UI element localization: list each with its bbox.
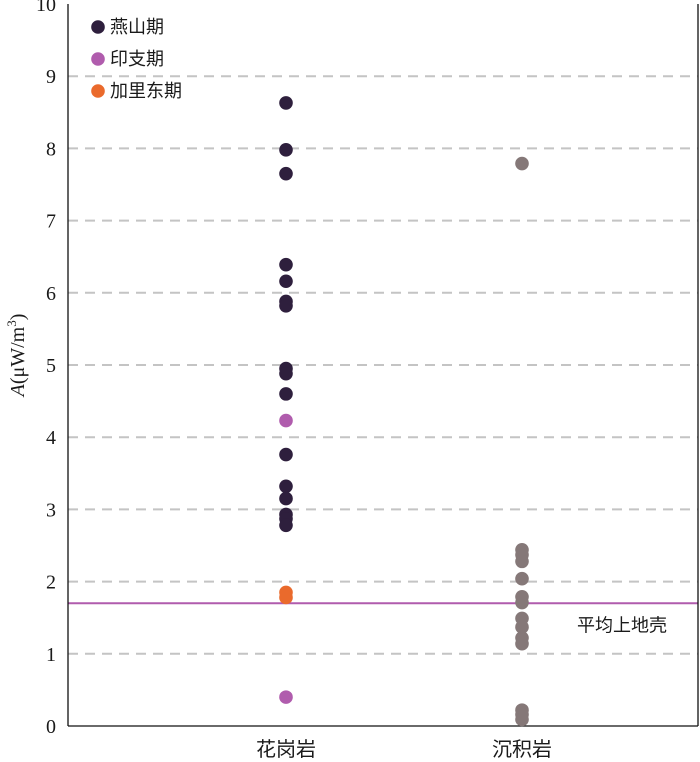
y-axis-title-close: )	[7, 314, 29, 321]
data-point	[279, 479, 293, 494]
data-point	[515, 571, 529, 586]
y-axis-title-unit: (μW/m	[7, 326, 29, 384]
legend-label: 印支期	[110, 49, 164, 70]
data-point	[515, 712, 529, 727]
x-category-label: 花岗岩	[256, 737, 316, 761]
data-point	[515, 595, 529, 610]
legend-marker	[91, 84, 105, 98]
y-axis-title: A(μW/m3)	[4, 314, 29, 399]
data-point	[279, 590, 293, 605]
data-point	[279, 257, 293, 272]
y-axis-title-symbol: A	[7, 383, 29, 398]
data-point	[515, 156, 529, 171]
data-point	[515, 636, 529, 651]
data-point	[279, 491, 293, 506]
data-point	[279, 166, 293, 181]
y-tick-label: 10	[36, 0, 56, 16]
y-tick-label: 1	[46, 644, 56, 666]
legend-marker	[91, 52, 105, 66]
data-point	[279, 518, 293, 533]
data-point	[279, 413, 293, 428]
data-point	[279, 366, 293, 381]
y-tick-label: 8	[46, 138, 56, 160]
data-point	[279, 298, 293, 313]
data-points	[279, 96, 529, 727]
x-category-label: 沉积岩	[492, 737, 552, 761]
axes	[67, 4, 699, 727]
reference-line-label: 平均上地壳	[577, 615, 667, 636]
y-tick-label: 6	[46, 283, 56, 305]
y-tick-label: 4	[46, 427, 56, 449]
y-axis-title-sup: 3	[4, 320, 19, 327]
legend-label: 燕山期	[110, 17, 164, 38]
y-tick-labels: 0 1 2 3 4 5 6 7 8 9 10	[36, 0, 56, 738]
data-point	[515, 554, 529, 569]
x-category-labels: 花岗岩 沉积岩	[256, 737, 552, 761]
data-point	[279, 96, 293, 110]
data-point	[279, 143, 293, 157]
y-tick-label: 0	[46, 716, 56, 738]
data-point	[279, 690, 293, 704]
y-tick-label: 9	[46, 66, 56, 88]
data-point	[279, 274, 293, 289]
y-tick-label: 3	[46, 499, 56, 521]
data-point	[279, 447, 293, 462]
y-tick-label: 7	[46, 211, 56, 233]
reference-line-group: 平均上地壳	[68, 602, 698, 636]
y-tick-label: 5	[46, 355, 56, 377]
y-tick-label: 2	[46, 572, 56, 594]
legend-marker	[91, 20, 105, 34]
gridlines	[68, 75, 698, 655]
data-point	[515, 620, 529, 634]
legend-label: 加里东期	[110, 81, 182, 102]
data-point	[279, 387, 293, 401]
